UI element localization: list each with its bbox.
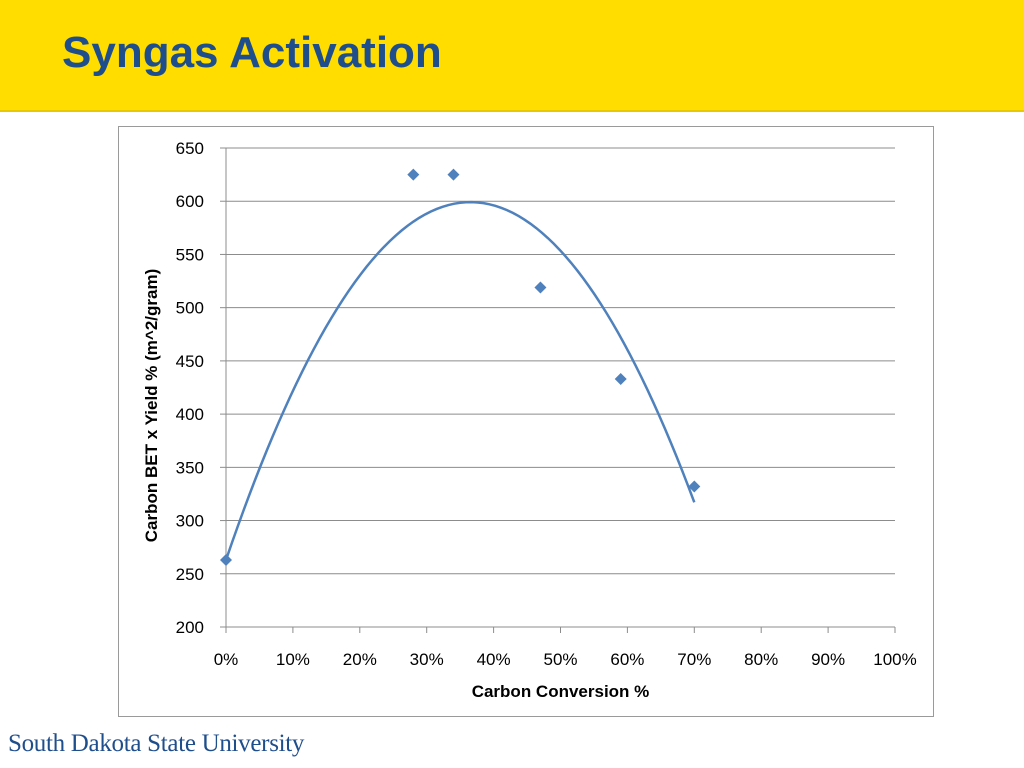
x-tick-label: 90%	[811, 650, 845, 669]
x-tick-labels: 0% 10% 20% 30% 40% 50% 60% 70% 80% 90% 100%	[214, 650, 917, 669]
x-tick-label: 0%	[214, 650, 239, 669]
x-tick-label: 100%	[873, 650, 916, 669]
y-axis-title: Carbon BET x Yield % (m^2/gram)	[142, 269, 161, 543]
slide-title: Syngas Activation	[62, 28, 442, 77]
data-point	[407, 168, 420, 181]
y-tick-label: 350	[176, 458, 204, 477]
y-tick-label: 550	[176, 245, 204, 264]
x-tick-label: 40%	[477, 650, 511, 669]
trendline-layer	[224, 200, 696, 561]
data-points	[220, 168, 701, 566]
y-tick-label: 400	[176, 405, 204, 424]
chart-frame: 200 250 300 350 400 450 500 550 600 650 0% 10% 20% 3…	[118, 126, 934, 717]
x-tick-label: 10%	[276, 650, 310, 669]
data-point	[447, 168, 460, 181]
university-logo-text: South Dakota State University	[8, 730, 305, 757]
x-tick-label: 70%	[677, 650, 711, 669]
y-tick-label: 250	[176, 565, 204, 584]
x-tick-label: 80%	[744, 650, 778, 669]
x-tick-label: 60%	[610, 650, 644, 669]
title-band	[0, 0, 1024, 112]
trendline	[224, 200, 696, 561]
y-tick-label: 650	[176, 139, 204, 158]
x-tick-label: 50%	[543, 650, 577, 669]
gridlines	[226, 147, 895, 575]
x-axis-title: Carbon Conversion %	[472, 682, 650, 701]
y-tick-label: 500	[176, 299, 204, 318]
y-tick-label: 300	[176, 512, 204, 531]
data-point	[614, 372, 627, 385]
y-tick-label: 600	[176, 192, 204, 211]
axes	[220, 147, 896, 633]
y-tick-label: 450	[176, 352, 204, 371]
data-point	[534, 281, 547, 294]
x-tick-label: 20%	[343, 650, 377, 669]
y-tick-label: 200	[176, 618, 204, 637]
x-tick-label: 30%	[410, 650, 444, 669]
scatter-chart: 200 250 300 350 400 450 500 550 600 650 0% 10% 20% 3…	[142, 139, 917, 701]
data-point	[688, 480, 701, 493]
data-point	[220, 553, 232, 566]
y-tick-labels: 200 250 300 350 400 450 500 550 600 650	[176, 139, 204, 637]
